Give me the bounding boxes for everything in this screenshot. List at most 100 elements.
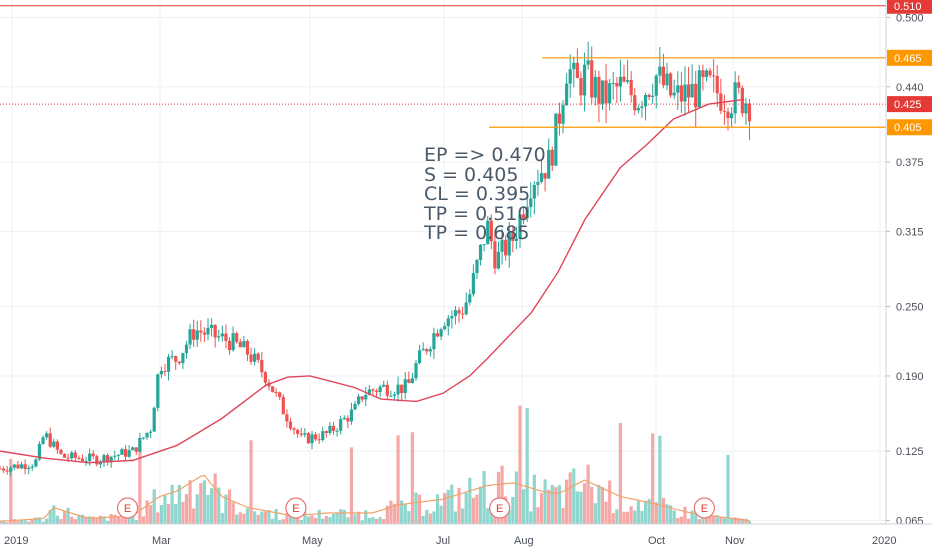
volume-bar-193 bbox=[690, 510, 694, 524]
volume-bar-121 bbox=[432, 511, 436, 524]
volume-bar-26 bbox=[91, 516, 95, 524]
volume-bar-203 bbox=[726, 454, 730, 524]
candle-body-125 bbox=[446, 318, 450, 327]
candle-body-168 bbox=[600, 80, 605, 104]
volume-bar-209 bbox=[747, 521, 752, 524]
candle-body-34 bbox=[120, 449, 124, 455]
volume-bar-98 bbox=[349, 447, 354, 524]
candle-body-51 bbox=[181, 353, 185, 364]
earnings-marker-label-1: E bbox=[292, 503, 299, 515]
volume-bar-29 bbox=[102, 516, 106, 524]
volume-bar-111 bbox=[396, 435, 400, 524]
candle-body-89 bbox=[317, 439, 321, 441]
volume-bar-152 bbox=[543, 479, 547, 524]
time-tick-label-3: Jul bbox=[436, 535, 450, 547]
volume-bar-80 bbox=[285, 513, 289, 524]
candle-body-179 bbox=[640, 106, 644, 109]
candle-body-158 bbox=[565, 83, 569, 106]
candle-body-121 bbox=[432, 333, 436, 350]
volume-bar-179 bbox=[640, 510, 644, 524]
volume-bar-189 bbox=[676, 518, 680, 524]
annotation-cut-loss: CL = 0.395 bbox=[424, 183, 531, 205]
volume-bar-128 bbox=[457, 487, 461, 524]
candle-body-107 bbox=[382, 384, 386, 387]
volume-bar-112 bbox=[400, 500, 404, 524]
candle-body-202 bbox=[722, 110, 727, 112]
candle-body-88 bbox=[313, 434, 318, 440]
volume-bar-160 bbox=[572, 468, 576, 524]
volume-bar-42 bbox=[149, 505, 153, 524]
volume-bar-136 bbox=[486, 508, 490, 524]
candle-body-177 bbox=[633, 95, 637, 111]
candle-body-28 bbox=[98, 461, 103, 465]
volume-bar-89 bbox=[317, 509, 321, 524]
candle-body-114 bbox=[407, 379, 411, 384]
candle-body-7 bbox=[23, 464, 27, 470]
candle-body-90 bbox=[321, 431, 325, 441]
volume-bar-84 bbox=[299, 519, 303, 524]
candle-body-135 bbox=[482, 244, 486, 246]
volume-bar-4 bbox=[12, 519, 16, 524]
candle-body-83 bbox=[296, 429, 300, 434]
volume-bar-105 bbox=[374, 518, 379, 524]
price-tick-label-6: 0.440 bbox=[896, 82, 924, 94]
volume-bar-83 bbox=[296, 516, 300, 524]
volume-bar-161 bbox=[575, 491, 579, 524]
candle-body-178 bbox=[636, 108, 640, 111]
candle-body-208 bbox=[744, 103, 748, 114]
volume-bar-145 bbox=[518, 405, 522, 524]
volume-bar-106 bbox=[378, 517, 382, 524]
volume-bar-146 bbox=[521, 489, 526, 524]
candle-body-65 bbox=[231, 333, 235, 351]
candle-body-47 bbox=[166, 356, 171, 372]
candle-body-38 bbox=[134, 447, 138, 452]
volume-bar-68 bbox=[242, 513, 246, 524]
volume-bar-194 bbox=[694, 514, 698, 524]
candle-body-124 bbox=[443, 326, 447, 330]
trade-plan-annotation: EP => 0.470 S = 0.405 CL = 0.395 TP = 0.… bbox=[424, 145, 546, 244]
volume-bar-181 bbox=[647, 498, 651, 524]
volume-bar-187 bbox=[669, 505, 673, 524]
candle-body-115 bbox=[410, 378, 415, 384]
volume-bar-171 bbox=[611, 513, 615, 524]
candle-body-29 bbox=[102, 455, 106, 462]
candle-body-61 bbox=[217, 336, 221, 338]
volume-bar-109 bbox=[389, 500, 393, 524]
candle-body-67 bbox=[238, 341, 242, 348]
candle-body-91 bbox=[324, 431, 328, 433]
candle-body-2 bbox=[5, 470, 9, 472]
candle-body-145 bbox=[518, 214, 522, 239]
candle-body-137 bbox=[489, 220, 493, 242]
candle-body-84 bbox=[299, 433, 303, 435]
level-tag-label-0: 0.465 bbox=[894, 53, 922, 65]
volume-bar-5 bbox=[16, 520, 20, 524]
volume-bar-31 bbox=[109, 514, 113, 524]
volume-bar-78 bbox=[278, 520, 282, 524]
volume-bar-159 bbox=[568, 472, 572, 524]
candle-body-92 bbox=[328, 425, 332, 433]
volume-bar-170 bbox=[608, 480, 612, 524]
volume-bar-72 bbox=[256, 514, 260, 524]
volume-bar-114 bbox=[407, 511, 411, 524]
candle-body-93 bbox=[331, 425, 336, 432]
time-tick-label-2: May bbox=[302, 535, 323, 547]
volume-bar-133 bbox=[475, 494, 479, 524]
volume-bar-88 bbox=[313, 517, 318, 524]
volume-bar-117 bbox=[417, 494, 422, 524]
volume-bar-143 bbox=[511, 497, 515, 524]
candle-body-203 bbox=[726, 111, 730, 119]
candle-body-68 bbox=[242, 341, 246, 348]
candle-body-100 bbox=[357, 396, 361, 404]
moving-average-line bbox=[0, 98, 745, 464]
candle-body-198 bbox=[708, 70, 712, 76]
candlesticks bbox=[0, 41, 752, 476]
volume-bar-200 bbox=[715, 515, 719, 524]
candle-body-197 bbox=[704, 70, 709, 78]
candle-body-99 bbox=[353, 403, 357, 410]
volume-bar-124 bbox=[443, 493, 447, 524]
volume-bar-134 bbox=[478, 486, 483, 524]
candle-body-191 bbox=[683, 84, 687, 102]
candle-body-101 bbox=[360, 396, 364, 400]
volume-bar-206 bbox=[737, 518, 741, 524]
